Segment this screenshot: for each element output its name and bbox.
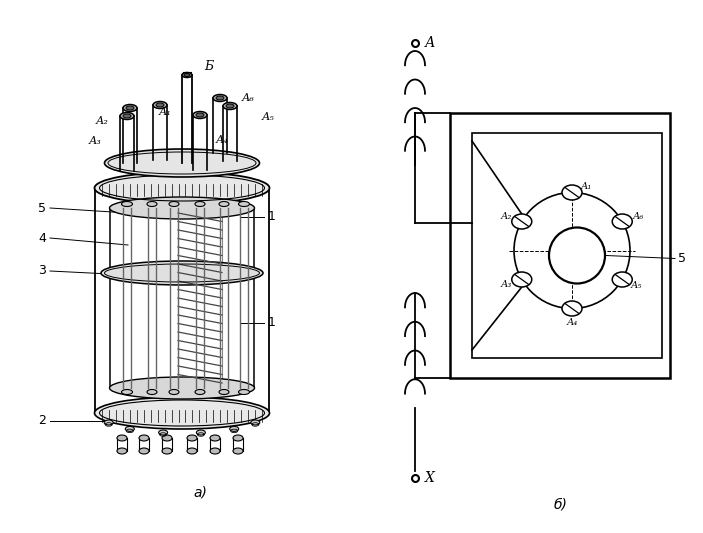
Text: 1: 1: [268, 317, 276, 329]
Ellipse shape: [238, 201, 250, 206]
Ellipse shape: [147, 390, 157, 394]
Ellipse shape: [94, 397, 269, 429]
Ellipse shape: [169, 390, 179, 394]
Ellipse shape: [195, 390, 205, 394]
Ellipse shape: [110, 377, 254, 399]
Text: Х: Х: [425, 471, 435, 485]
Ellipse shape: [122, 390, 132, 394]
Text: А₅: А₅: [631, 281, 642, 290]
Text: а): а): [193, 486, 207, 500]
Text: 2: 2: [38, 415, 46, 427]
Ellipse shape: [162, 435, 172, 441]
Ellipse shape: [562, 185, 582, 200]
Text: А: А: [425, 36, 435, 50]
Text: А₅: А₅: [262, 112, 274, 122]
Text: б): б): [553, 498, 567, 512]
Ellipse shape: [110, 197, 254, 219]
Ellipse shape: [101, 261, 263, 285]
Ellipse shape: [159, 430, 167, 435]
Text: А₁: А₁: [581, 182, 592, 191]
Ellipse shape: [219, 390, 229, 394]
Ellipse shape: [238, 390, 250, 394]
Ellipse shape: [512, 272, 531, 287]
Text: 5: 5: [678, 252, 686, 265]
Ellipse shape: [226, 104, 234, 108]
Ellipse shape: [156, 103, 164, 107]
Circle shape: [549, 228, 605, 284]
Text: А₄: А₄: [216, 135, 228, 145]
Ellipse shape: [117, 435, 127, 441]
Text: А₃: А₃: [500, 280, 511, 289]
Ellipse shape: [184, 74, 190, 77]
Ellipse shape: [193, 111, 207, 118]
Ellipse shape: [233, 435, 243, 441]
Text: А₆: А₆: [633, 212, 644, 221]
Bar: [472, 133, 662, 358]
Ellipse shape: [213, 94, 227, 101]
Ellipse shape: [182, 72, 192, 77]
Ellipse shape: [223, 102, 237, 109]
Ellipse shape: [139, 448, 149, 454]
Ellipse shape: [251, 420, 260, 425]
Text: А₂: А₂: [96, 116, 108, 126]
Ellipse shape: [512, 214, 531, 229]
Ellipse shape: [612, 214, 632, 229]
Ellipse shape: [233, 448, 243, 454]
Ellipse shape: [195, 201, 205, 206]
Ellipse shape: [187, 435, 197, 441]
Ellipse shape: [104, 420, 113, 425]
Ellipse shape: [117, 448, 127, 454]
Text: А₄: А₄: [567, 318, 578, 327]
Text: 4: 4: [38, 231, 46, 245]
Text: 5: 5: [38, 201, 46, 214]
Ellipse shape: [122, 201, 132, 206]
Ellipse shape: [126, 106, 134, 110]
Text: А₃: А₃: [89, 136, 101, 146]
Ellipse shape: [210, 448, 220, 454]
Ellipse shape: [612, 272, 632, 287]
Ellipse shape: [196, 113, 204, 117]
Ellipse shape: [139, 435, 149, 441]
Text: А₁: А₁: [159, 107, 172, 117]
Ellipse shape: [210, 435, 220, 441]
Text: 3: 3: [38, 264, 46, 278]
Ellipse shape: [187, 448, 197, 454]
Text: 1: 1: [268, 211, 276, 223]
Ellipse shape: [169, 201, 179, 206]
Text: А₂: А₂: [500, 212, 511, 221]
Ellipse shape: [153, 101, 167, 109]
Ellipse shape: [105, 149, 259, 177]
Ellipse shape: [94, 172, 269, 204]
Ellipse shape: [162, 448, 172, 454]
Ellipse shape: [562, 301, 582, 316]
Ellipse shape: [230, 426, 239, 431]
Bar: [450, 113, 670, 378]
Ellipse shape: [196, 430, 205, 435]
Text: Б: Б: [205, 61, 214, 74]
Ellipse shape: [219, 201, 229, 206]
Ellipse shape: [123, 104, 137, 111]
Ellipse shape: [216, 96, 224, 100]
Text: А₆: А₆: [242, 93, 254, 103]
Ellipse shape: [120, 112, 134, 119]
Ellipse shape: [125, 426, 134, 431]
Ellipse shape: [123, 114, 131, 118]
Ellipse shape: [147, 201, 157, 206]
